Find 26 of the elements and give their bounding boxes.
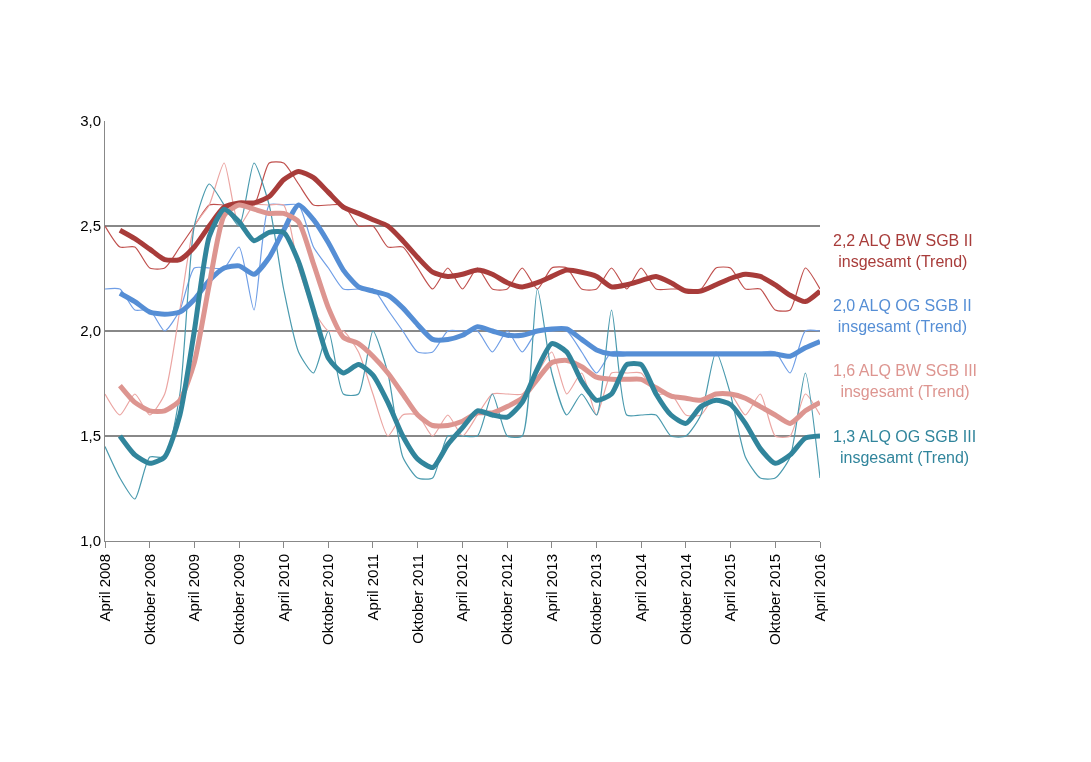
y-tick-label: 1,5 — [80, 427, 101, 445]
x-tick-label: April 2009 — [185, 554, 203, 622]
x-tick-label: Oktober 2012 — [498, 554, 516, 645]
x-tick-label: April 2015 — [721, 554, 739, 622]
y-tick-label: 2,5 — [80, 217, 101, 235]
x-tick-label: April 2008 — [95, 554, 113, 622]
x-tick-label: Oktober 2011 — [408, 554, 426, 644]
y-tick-label: 1,0 — [80, 532, 101, 550]
x-tick-label: April 2012 — [453, 554, 471, 622]
y-tick-label: 3,0 — [80, 112, 101, 130]
x-tick-label: Oktober 2014 — [676, 554, 694, 645]
y-tick-label: 2,0 — [80, 322, 101, 340]
series-label: 1,6 ALQ BW SGB III insgesamt (Trend) — [833, 362, 978, 400]
series-label: 2,2 ALQ BW SGB II insgesamt (Trend) — [833, 232, 973, 270]
x-tick-label: April 2010 — [274, 554, 292, 622]
series-label: 2,0 ALQ OG SGB II insgesamt (Trend) — [833, 297, 972, 335]
x-tick-label: Oktober 2010 — [319, 554, 337, 645]
x-tick-label: April 2013 — [542, 554, 560, 622]
series-label: 1,3 ALQ OG SGB III insgesamt (Trend) — [833, 428, 977, 466]
x-tick-label: Oktober 2013 — [587, 554, 605, 645]
x-tick-label: Oktober 2015 — [766, 554, 784, 645]
x-tick-label: April 2014 — [632, 554, 650, 622]
x-tick-label: April 2011 — [363, 554, 381, 621]
x-tick-label: Oktober 2008 — [140, 554, 158, 645]
x-tick-label: Oktober 2009 — [229, 554, 247, 645]
x-tick-label: April 2016 — [810, 554, 828, 622]
